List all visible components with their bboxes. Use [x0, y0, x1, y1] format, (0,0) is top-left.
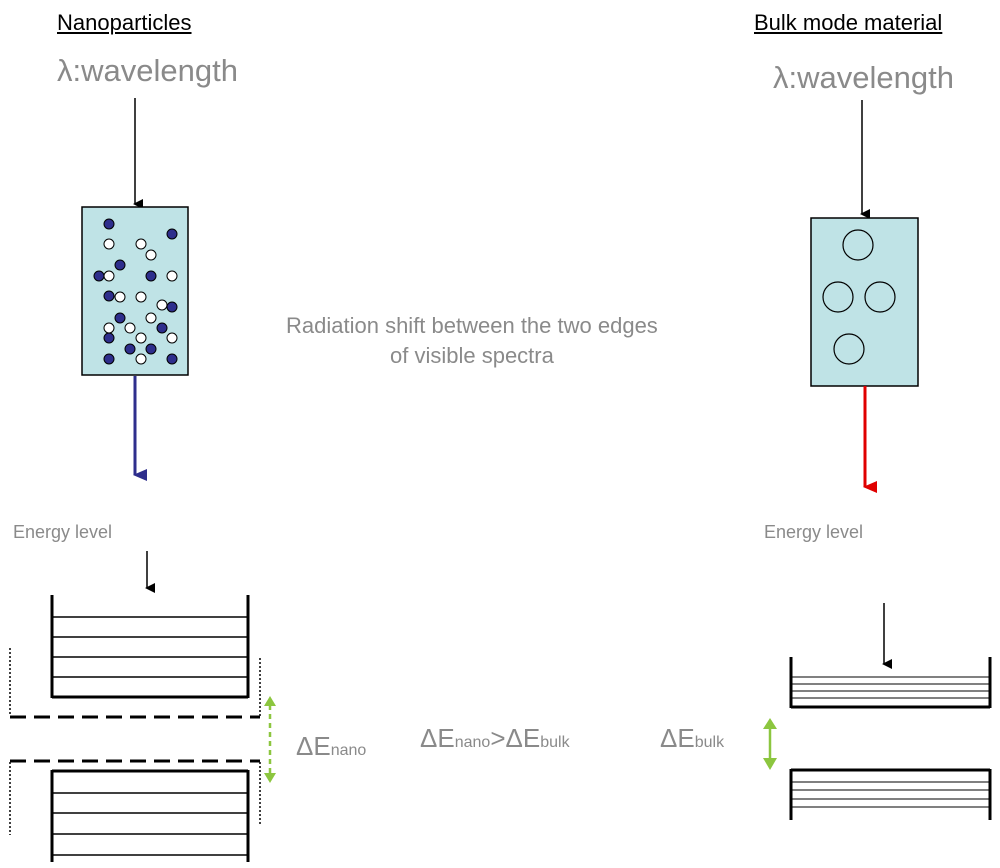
particle-filled	[114, 259, 126, 271]
particle-empty	[103, 270, 115, 282]
particle-empty	[103, 238, 115, 250]
left-wavelength-label: λ:wavelength	[57, 53, 238, 88]
delta-e-nano-arrow	[264, 696, 276, 783]
delta-e-bulk-arrow	[763, 718, 777, 770]
particle-empty	[166, 332, 178, 344]
bulk-particles-group	[822, 229, 896, 365]
right-wavelength-label: λ:wavelength	[773, 60, 954, 95]
particle-filled	[124, 343, 136, 355]
particle-empty	[156, 299, 168, 311]
particle-empty	[135, 291, 147, 303]
bulk-particle	[822, 281, 854, 313]
bulk-sample	[810, 217, 919, 387]
particle-filled	[93, 270, 105, 282]
bulk-particle	[833, 333, 865, 365]
particle-filled	[166, 353, 178, 365]
particle-filled	[103, 218, 115, 230]
right-energy-label: Energy level	[764, 522, 864, 542]
left-energy-label: Energy level	[13, 522, 113, 542]
nanoparticles-heading: Nanoparticles	[57, 10, 192, 35]
particle-filled	[145, 270, 157, 282]
particle-empty	[135, 353, 147, 365]
shift-text-line1: Radiation shift between the two edges	[286, 313, 658, 338]
particle-empty	[166, 270, 178, 282]
particle-filled	[103, 290, 115, 302]
particle-filled	[145, 343, 157, 355]
shift-text-line2: of visible spectra	[390, 343, 554, 368]
bulk-particle	[842, 229, 874, 261]
particle-empty	[114, 291, 126, 303]
particle-empty	[135, 238, 147, 250]
delta-e-nano-label: ΔEnano	[296, 731, 367, 761]
right-upper-band	[789, 657, 992, 709]
particle-filled	[114, 312, 126, 324]
delta-e-bulk-label: ΔEbulk	[660, 723, 725, 753]
particle-filled	[103, 353, 115, 365]
bulk-particle	[864, 281, 896, 313]
particle-empty	[124, 322, 136, 334]
particle-filled	[166, 228, 178, 240]
bulk-heading: Bulk mode material	[754, 10, 943, 35]
particle-empty	[145, 249, 157, 261]
particle-empty	[145, 312, 157, 324]
particle-empty	[103, 322, 115, 334]
left-upper-band	[50, 595, 250, 699]
right-lower-band	[789, 768, 992, 820]
particle-filled	[166, 301, 178, 313]
particle-filled	[156, 322, 168, 334]
nanoparticles-group	[93, 218, 178, 365]
particle-empty	[135, 332, 147, 344]
left-lower-band	[50, 769, 250, 862]
particle-filled	[103, 332, 115, 344]
delta-comparison: ΔEnano>ΔEbulk	[420, 723, 570, 753]
